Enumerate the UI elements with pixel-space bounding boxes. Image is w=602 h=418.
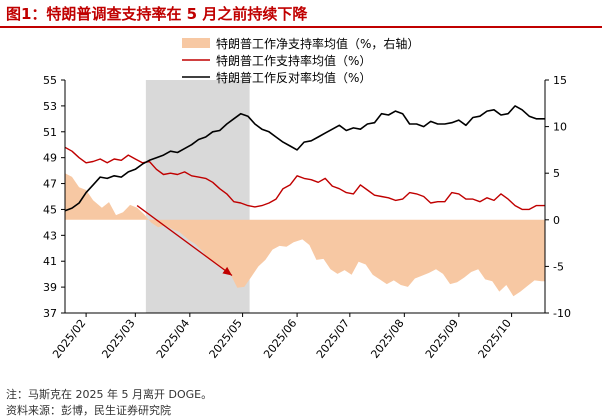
chart: 37 39 41 43 45 47 49 51 53 55 -10 -5 0 5 10 15 2025/02 20…: [43, 36, 571, 361]
legend-label: 特朗普工作净支持率均值（%，右轴）: [216, 36, 419, 51]
y-left-tick-label: 53: [43, 100, 57, 113]
y-left-tick-label: 49: [43, 152, 57, 165]
y-left-tick-label: 55: [43, 74, 57, 87]
source-note: 资料来源：彭博，民生证券研究院: [6, 404, 171, 417]
legend-label: 特朗普工作反对率均值（%）: [216, 70, 371, 85]
x-tick-label: 2025/09: [423, 317, 461, 361]
x-tick-label: 2025/02: [50, 317, 88, 361]
net-approval-area: [65, 173, 545, 297]
annotation-arrow-layer: [136, 205, 233, 276]
title-bar: 图1：特朗普调查支持率在 5 月之前持续下降: [0, 0, 602, 26]
x-tick-label: 2025/10: [476, 317, 514, 361]
annotation-arrow-head: [222, 266, 233, 276]
x-tick-label: 2025/03: [99, 317, 137, 361]
legend-swatch-net: [182, 38, 210, 48]
footnote: 注：马斯克在 2025 年 5 月离开 DOGE。: [6, 388, 213, 401]
page-title: 图1：特朗普调查支持率在 5 月之前持续下降: [6, 5, 308, 23]
x-tick-label: 2025/04: [154, 317, 192, 361]
y-right-tick-label: 0: [553, 214, 560, 227]
y-right-tick-label: 10: [553, 121, 567, 134]
disapproval-line: [64, 105, 545, 212]
y-left-tick-label: 45: [43, 203, 57, 216]
y-left-tick-label: 47: [43, 178, 57, 191]
y-right-tick-label: -10: [553, 307, 571, 320]
net-area-layer: [65, 173, 545, 297]
approval-line: [64, 146, 545, 211]
legend-label: 特朗普工作支持率均值（%）: [216, 53, 371, 68]
title-rule: [0, 26, 602, 28]
y-right-tick-label: 5: [553, 167, 560, 180]
x-tick-label: 2025/05: [207, 317, 245, 361]
series-lines-layer: [64, 105, 545, 212]
x-tick-label: 2025/07: [314, 317, 352, 361]
y-left-tick-label: 43: [43, 229, 57, 242]
annotation-arrow-line: [136, 205, 233, 276]
y-right-tick-label: -5: [553, 260, 564, 273]
y-left-tick-label: 39: [43, 281, 57, 294]
x-tick-label: 2025/08: [368, 317, 406, 361]
y-left-tick-label: 41: [43, 255, 57, 268]
y-left-tick-label: 37: [43, 307, 57, 320]
y-left-tick-label: 51: [43, 126, 57, 139]
legend: 特朗普工作净支持率均值（%，右轴） 特朗普工作支持率均值（%） 特朗普工作反对率均值…: [182, 36, 419, 85]
y-right-tick-label: 15: [553, 74, 567, 87]
x-tick-label: 2025/06: [261, 317, 299, 361]
